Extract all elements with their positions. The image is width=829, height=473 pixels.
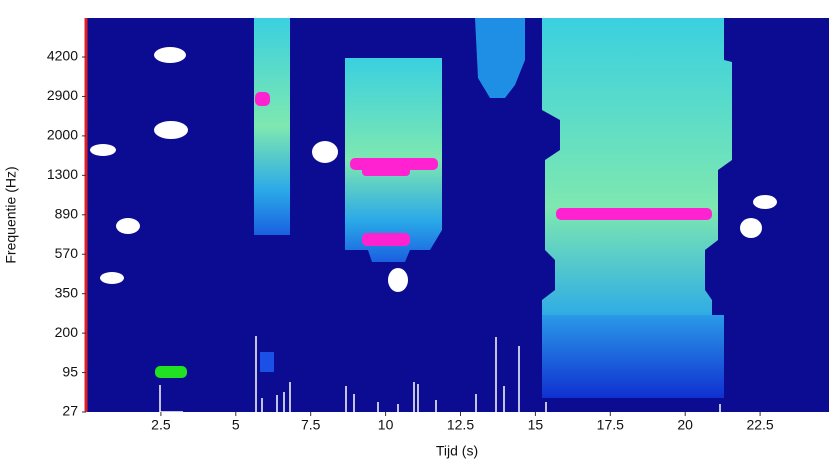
y-tick-label: 27 bbox=[62, 403, 78, 419]
formant-band bbox=[556, 208, 712, 220]
y-tick-label: 2000 bbox=[47, 127, 78, 143]
blob bbox=[100, 272, 124, 284]
blob bbox=[154, 121, 188, 139]
x-tick-label: 5 bbox=[232, 417, 240, 433]
highlight-band bbox=[155, 366, 187, 378]
formant-band bbox=[362, 166, 410, 176]
blob bbox=[154, 47, 186, 63]
spectral-region bbox=[254, 18, 290, 235]
x-tick-label: 2.5 bbox=[151, 417, 171, 433]
y-tick-label: 350 bbox=[55, 284, 79, 300]
y-axis-label: Frequentie (Hz) bbox=[3, 166, 19, 263]
y-tick-label: 2900 bbox=[47, 87, 78, 103]
x-tick-label: 22.5 bbox=[746, 417, 773, 433]
blob bbox=[312, 141, 338, 163]
spectral-region bbox=[260, 352, 274, 372]
y-tick-label: 200 bbox=[55, 324, 79, 340]
y-tick-label: 95 bbox=[62, 363, 78, 379]
y-tick-label: 4200 bbox=[47, 48, 78, 64]
blob bbox=[116, 218, 140, 234]
blob bbox=[388, 268, 408, 292]
blob bbox=[753, 195, 777, 209]
plot-area bbox=[86, 18, 829, 412]
y-tick-label: 890 bbox=[55, 205, 79, 221]
x-tick-label: 17.5 bbox=[597, 417, 624, 433]
blob bbox=[90, 144, 116, 156]
blob bbox=[740, 218, 762, 238]
formant-band bbox=[255, 92, 270, 106]
x-tick-label: 20 bbox=[677, 417, 693, 433]
x-tick-label: 15 bbox=[528, 417, 544, 433]
spectral-region bbox=[542, 315, 724, 398]
y-tick-label: 570 bbox=[55, 245, 79, 261]
y-tick-label: 1300 bbox=[47, 166, 78, 182]
x-tick-label: 12.5 bbox=[447, 417, 474, 433]
x-axis-label: Tijd (s) bbox=[436, 443, 478, 459]
x-tick-label: 10 bbox=[378, 417, 394, 433]
x-tick-label: 7.5 bbox=[301, 417, 321, 433]
chart: Frequentie (Hz) Tijd (s) 2.5 5 7.5 10 12.5 15… bbox=[0, 0, 829, 468]
formant-band bbox=[362, 233, 410, 246]
